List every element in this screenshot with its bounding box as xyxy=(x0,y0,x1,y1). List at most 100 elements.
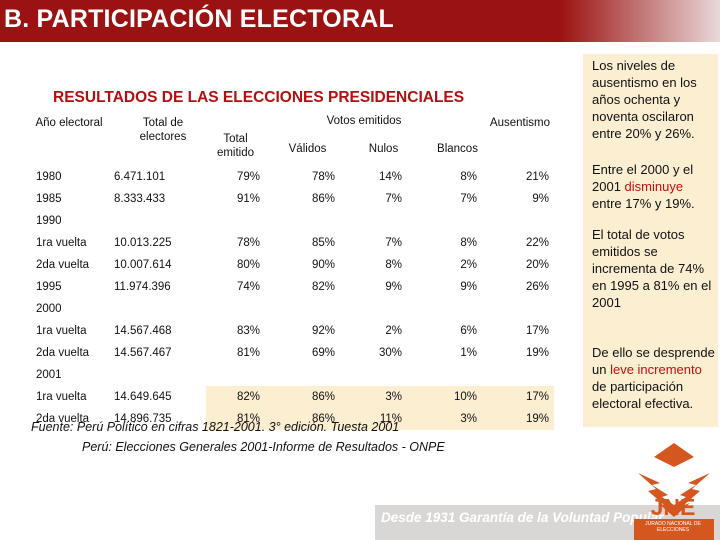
section-label: 1990 xyxy=(36,215,62,227)
blank-cell: 2% xyxy=(460,259,477,271)
absence-cell: 21% xyxy=(525,171,549,183)
section-label: 2000 xyxy=(36,303,62,315)
null-cell: 30% xyxy=(378,347,402,359)
row-label: 2da vuelta xyxy=(36,259,90,271)
absence-cell: 26% xyxy=(525,281,549,293)
source-line-2: Perú: Elecciones Generales 2001-Informe … xyxy=(82,440,445,454)
null-cell: 14% xyxy=(378,171,402,183)
source-note: Fuente: Perú Político en cifras 1821-200… xyxy=(31,417,445,457)
absence-cell: 17% xyxy=(525,325,549,337)
page-title: B. PARTICIPACIÓN ELECTORAL xyxy=(4,5,394,33)
absence-cell: 19% xyxy=(525,347,549,359)
note-4-part-2: de participación electoral efectiva. xyxy=(592,379,694,411)
table-header-row-1: Año electoral Total de electores Votos e… xyxy=(30,110,554,143)
row-label: 2da vuelta xyxy=(36,413,90,425)
null-cell: 8% xyxy=(385,259,402,271)
absence-cell: 20% xyxy=(525,259,549,271)
valid-cell: 92% xyxy=(311,325,335,337)
null-cell: 7% xyxy=(385,193,402,205)
valid-cell: 69% xyxy=(311,347,335,359)
total-emitted-cell: 91% xyxy=(236,193,260,205)
note-2-part-1: Entre el 2000 y el 2001 xyxy=(592,162,694,194)
table-row: 2da vuelta 10.007.614 80% 90% 8% 2% 20% xyxy=(30,254,554,276)
table-section-row: 2001 xyxy=(30,364,554,386)
blank-cell: 9% xyxy=(460,281,477,293)
note-4-part-1: De ello se desprende un xyxy=(592,345,715,377)
valid-cell: 86% xyxy=(265,386,340,408)
electors-cell: 6.471.101 xyxy=(114,171,166,183)
table-row: 2da vuelta 14.896.735 81% 86% 11% 3% 19% xyxy=(30,408,554,430)
note-participation: De ello se desprende un leve incremento … xyxy=(592,344,716,412)
electors-cell: 14.649.645 xyxy=(114,391,172,403)
footer-motto: Desde 1931 Garantía de la Voluntad Popul… xyxy=(381,510,664,525)
null-cell: 9% xyxy=(385,281,402,293)
note-total-votes: El total de votos emitidos se incrementa… xyxy=(592,227,712,310)
row-label: 1ra vuelta xyxy=(36,237,87,249)
total-emitted-cell: 74% xyxy=(236,281,260,293)
absence-cell: 17% xyxy=(482,386,554,408)
electors-cell: 10.013.225 xyxy=(114,237,172,249)
logo-name: JNE xyxy=(650,494,696,520)
blank-cell: 7% xyxy=(460,193,477,205)
note-absence-trend: Los niveles de ausentismo en los años oc… xyxy=(592,58,697,141)
total-emitted-cell: 83% xyxy=(236,325,260,337)
row-label: 1980 xyxy=(36,171,62,183)
null-cell: 11% xyxy=(340,408,407,430)
null-cell: 3% xyxy=(340,386,407,408)
header-blank: Blancos xyxy=(437,143,478,155)
electors-cell: 14.567.467 xyxy=(114,347,172,359)
header-total-emitted: Total emitido xyxy=(216,133,255,159)
null-cell: 2% xyxy=(385,325,402,337)
table-title: RESULTADOS DE LAS ELECCIONES PRESIDENCIA… xyxy=(53,89,465,106)
valid-cell: 85% xyxy=(311,237,335,249)
absence-cell: 9% xyxy=(532,193,549,205)
table-row: 1985 8.333.433 91% 86% 7% 7% 9% xyxy=(30,188,554,210)
note-absence-decline: Entre el 2000 y el 2001 disminuye entre … xyxy=(592,161,716,212)
valid-cell: 86% xyxy=(311,193,335,205)
valid-cell: 86% xyxy=(265,408,340,430)
header-absence: Ausentismo xyxy=(489,117,550,129)
electors-cell: 10.007.614 xyxy=(114,259,172,271)
null-cell: 7% xyxy=(385,237,402,249)
row-label: 1ra vuelta xyxy=(36,391,87,403)
note-4-highlight: leve incremento xyxy=(610,362,702,377)
logo-subtitle: JURADO NACIONAL DE ELECCIONES xyxy=(645,521,701,533)
valid-cell: 78% xyxy=(311,171,335,183)
table-row: 1995 11.974.396 74% 82% 9% 9% 26% xyxy=(30,276,554,298)
blank-cell: 8% xyxy=(460,237,477,249)
header-year: Año electoral xyxy=(35,117,103,129)
absence-cell: 19% xyxy=(482,408,554,430)
absence-cell: 22% xyxy=(525,237,549,249)
table-row: 1ra vuelta 14.649.645 82% 86% 3% 10% 17% xyxy=(30,386,554,408)
header-null: Nulos xyxy=(368,143,399,155)
blank-cell: 10% xyxy=(407,386,482,408)
header-valid: Válidos xyxy=(288,143,327,155)
table-section-row: 1990 xyxy=(30,210,554,232)
valid-cell: 82% xyxy=(311,281,335,293)
header-electors: Total de electores xyxy=(139,117,187,143)
total-emitted-cell: 78% xyxy=(236,237,260,249)
electors-cell: 8.333.433 xyxy=(114,193,166,205)
table-row: 1ra vuelta 14.567.468 83% 92% 2% 6% 17% xyxy=(30,320,554,342)
section-label: 2001 xyxy=(36,369,62,381)
electors-cell: 14.896.735 xyxy=(114,413,172,425)
table-row: 1980 6.471.101 79% 78% 14% 8% 21% xyxy=(30,166,554,188)
electors-cell: 11.974.396 xyxy=(114,281,171,293)
total-emitted-cell: 80% xyxy=(236,259,260,271)
row-label: 1995 xyxy=(36,281,62,293)
row-label: 1985 xyxy=(36,193,62,205)
blank-cell: 6% xyxy=(460,325,477,337)
header-votes-emitted: Votos emitidos xyxy=(326,115,402,127)
total-emitted-cell: 79% xyxy=(236,171,260,183)
table-row: 2da vuelta 14.567.467 81% 69% 30% 1% 19% xyxy=(30,342,554,364)
row-label: 2da vuelta xyxy=(36,347,90,359)
table-header-row-2: Total emitido Válidos Nulos Blancos xyxy=(30,132,554,166)
total-emitted-cell: 81% xyxy=(206,408,265,430)
total-emitted-cell: 82% xyxy=(206,386,265,408)
title-bar: B. PARTICIPACIÓN ELECTORAL xyxy=(0,0,720,42)
total-emitted-cell: 81% xyxy=(236,347,260,359)
jne-logo-icon xyxy=(634,443,714,540)
electors-cell: 14.567.468 xyxy=(114,325,172,337)
valid-cell: 90% xyxy=(311,259,335,271)
table-row: 1ra vuelta 10.013.225 78% 85% 7% 8% 22% xyxy=(30,232,554,254)
